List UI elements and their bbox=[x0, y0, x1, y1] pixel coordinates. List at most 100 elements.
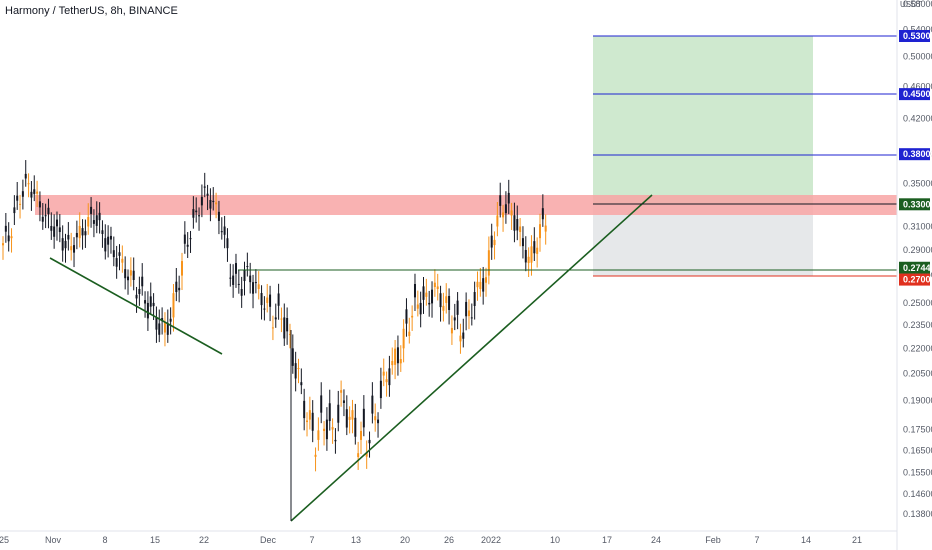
candle-body bbox=[198, 215, 201, 217]
candle-body bbox=[524, 249, 527, 263]
candle-body bbox=[396, 347, 399, 364]
candle-body bbox=[240, 288, 243, 296]
candle-body bbox=[507, 192, 510, 204]
candle-body bbox=[101, 230, 104, 235]
time-tick-label: 17 bbox=[602, 535, 612, 545]
candle-body bbox=[38, 201, 41, 208]
candle-body bbox=[36, 191, 39, 194]
candle-body bbox=[334, 439, 337, 442]
candle-body bbox=[385, 379, 388, 383]
time-tick-label: 13 bbox=[351, 535, 361, 545]
candlestick-series bbox=[2, 160, 547, 472]
time-tick-label: Dec bbox=[260, 535, 277, 545]
candle-body bbox=[504, 204, 507, 214]
candle-body bbox=[263, 308, 266, 310]
candle-body bbox=[234, 263, 237, 274]
time-tick-label: Nov bbox=[45, 535, 62, 545]
candle-body bbox=[303, 400, 306, 419]
candle-body bbox=[81, 228, 84, 236]
candle-body bbox=[217, 211, 220, 221]
candle-body bbox=[379, 380, 382, 399]
time-tick-label: 10 bbox=[550, 535, 560, 545]
candle-body bbox=[169, 318, 172, 322]
candle-body bbox=[519, 226, 522, 233]
profit-zone bbox=[593, 36, 813, 204]
candle-body bbox=[493, 239, 496, 246]
svg-text:0.27446: 0.27446 bbox=[903, 263, 932, 273]
candle-body bbox=[482, 278, 485, 292]
candle-body bbox=[172, 293, 175, 318]
candle-body bbox=[269, 294, 272, 307]
price-tag: 0.27446 bbox=[899, 261, 932, 274]
candle-body bbox=[90, 206, 93, 214]
candle-body bbox=[527, 256, 530, 263]
time-tick-label: Feb bbox=[705, 535, 721, 545]
candle-body bbox=[254, 282, 257, 284]
candle-body bbox=[402, 328, 405, 349]
time-tick-label: 7 bbox=[309, 535, 314, 545]
candle-body bbox=[252, 282, 255, 294]
candle-body bbox=[479, 281, 482, 289]
candle-body bbox=[206, 193, 209, 196]
candle-body bbox=[351, 410, 354, 420]
candle-body bbox=[388, 368, 391, 386]
time-tick-label: 24 bbox=[651, 535, 661, 545]
candle-body bbox=[19, 203, 22, 205]
candle-body bbox=[300, 382, 303, 386]
candle-body bbox=[465, 301, 468, 317]
time-axis[interactable]: 25 Nov 8 15 22 Dec 7 13 20 26 2022 10 17 24 Feb 7 14 21 bbox=[0, 535, 862, 545]
candle-body bbox=[345, 409, 348, 428]
candle-body bbox=[50, 225, 53, 231]
time-tick-label: 7 bbox=[754, 535, 759, 545]
candle-body bbox=[75, 232, 78, 238]
trendline-down bbox=[49, 257, 223, 355]
candle-body bbox=[308, 410, 311, 420]
candle-body bbox=[229, 277, 232, 279]
candle-body bbox=[530, 246, 533, 263]
candle-body bbox=[10, 236, 13, 239]
candle-body bbox=[98, 212, 101, 221]
candle-body bbox=[243, 269, 246, 282]
candle-body bbox=[485, 277, 488, 283]
time-tick-label: 2022 bbox=[481, 535, 501, 545]
candle-body bbox=[7, 235, 10, 242]
candle-body bbox=[510, 210, 513, 216]
candle-body bbox=[127, 276, 130, 281]
candle-body bbox=[237, 283, 240, 285]
candle-body bbox=[181, 261, 183, 276]
candle-body bbox=[166, 323, 169, 335]
candle-body bbox=[44, 215, 47, 217]
candle-body bbox=[277, 293, 280, 306]
candle-body bbox=[246, 266, 249, 268]
candle-body bbox=[476, 281, 479, 288]
candle-body bbox=[152, 302, 155, 307]
candle-body bbox=[399, 359, 402, 364]
candle-body bbox=[24, 173, 27, 179]
candle-body bbox=[325, 419, 328, 440]
candle-body bbox=[502, 212, 505, 218]
candle-body bbox=[323, 428, 326, 431]
candle-body bbox=[544, 225, 547, 232]
candle-body bbox=[462, 332, 465, 339]
candle-body bbox=[109, 235, 112, 240]
candle-body bbox=[215, 202, 218, 205]
candle-body bbox=[84, 231, 87, 236]
candle-body bbox=[425, 292, 428, 297]
candle-body bbox=[280, 318, 283, 320]
candle-body bbox=[118, 252, 121, 256]
candle-body bbox=[161, 318, 164, 322]
candle-body bbox=[41, 216, 44, 222]
candle-body bbox=[459, 335, 462, 342]
